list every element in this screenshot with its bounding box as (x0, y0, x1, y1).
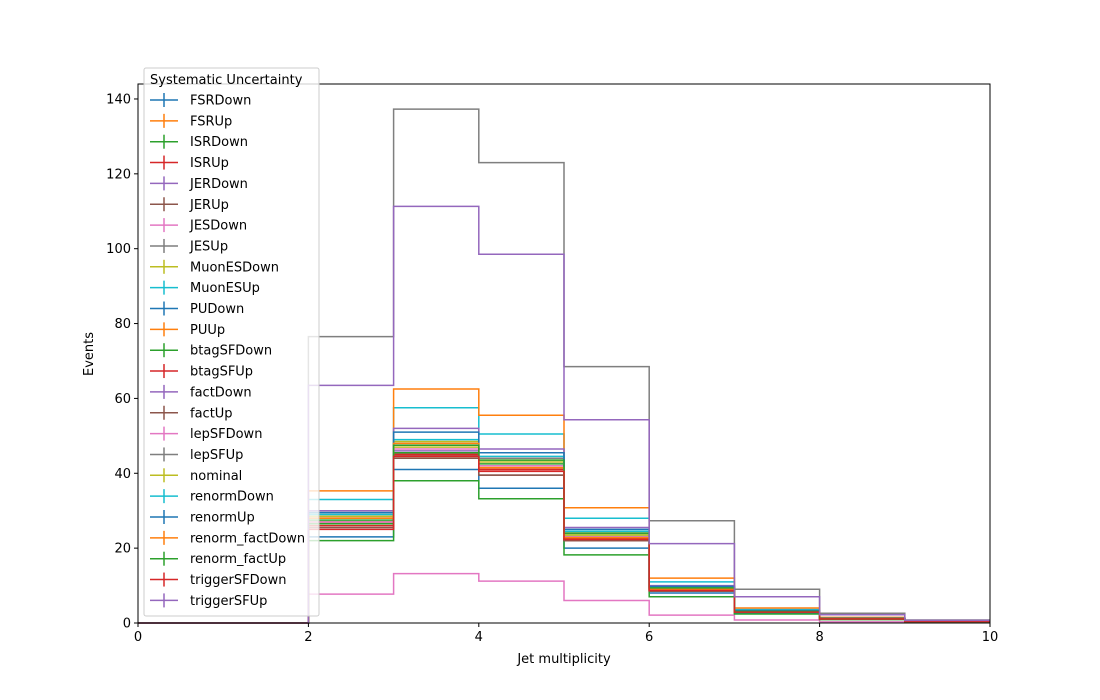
legend-label: lepSFDown (190, 427, 262, 442)
legend-entry-ISRDown: ISRDown (150, 134, 248, 150)
legend-entry-renorm_factDown: renorm_factDown (150, 530, 305, 546)
y-tick-label: 120 (106, 167, 131, 182)
x-tick-label: 6 (645, 630, 653, 645)
legend-entry-lepSFUp: lepSFUp (150, 447, 243, 463)
legend-label: triggerSFDown (190, 573, 286, 588)
legend-label: factDown (190, 385, 252, 400)
y-tick-label: 100 (106, 242, 131, 257)
legend-entry-nominal: nominal (150, 468, 242, 484)
legend-entry-renorm_factUp: renorm_factUp (150, 551, 286, 567)
legend-label: PUDown (190, 302, 244, 317)
legend-entry-ISRUp: ISRUp (150, 155, 229, 171)
legend-label: renorm_factDown (190, 531, 305, 546)
legend-entry-FSRDown: FSRDown (150, 93, 251, 109)
legend-entry-factDown: factDown (150, 384, 252, 400)
legend-entry-JESUp: JESUp (150, 238, 228, 254)
x-axis-label: Jet multiplicity (516, 652, 611, 667)
legend-entry-JERUp: JERUp (150, 197, 229, 213)
plot-frame (137, 83, 991, 624)
legend-label: btagSFUp (190, 365, 253, 380)
x-tick-label: 0 (134, 630, 142, 645)
legend-entry-triggerSFUp: triggerSFUp (150, 593, 267, 609)
legend-label: MuonESDown (190, 260, 279, 275)
legend-box (143, 67, 320, 617)
y-axis-label: Events (82, 332, 97, 376)
legend-entry-JESDown: JESDown (150, 218, 247, 234)
legend-title: Systematic Uncertainty (150, 73, 303, 88)
legend-label: JERUp (189, 198, 229, 213)
legend-label: lepSFUp (190, 448, 243, 463)
legend-entry-MuonESDown: MuonESDown (150, 259, 279, 275)
legend-label: renormUp (190, 511, 255, 526)
legend-label: ISRUp (190, 156, 229, 171)
legend-entry-lepSFDown: lepSFDown (150, 426, 262, 442)
legend-label: factUp (190, 406, 233, 421)
legend-entry-MuonESUp: MuonESUp (150, 280, 260, 296)
legend-label: triggerSFUp (190, 594, 267, 609)
legend-label: PUUp (190, 323, 225, 338)
x-tick-label: 8 (815, 630, 823, 645)
y-tick-label: 20 (114, 542, 131, 557)
y-tick-label: 0 (123, 617, 131, 632)
legend-entry-renormUp: renormUp (150, 510, 255, 526)
legend: Systematic Uncertainty FSRDown FSRUp ISRDow… (143, 67, 320, 617)
legend-entry-PUDown: PUDown (150, 301, 244, 317)
y-tick-label: 40 (114, 467, 131, 482)
x-tick-label: 2 (304, 630, 312, 645)
legend-entry-triggerSFDown: triggerSFDown (150, 572, 286, 588)
legend-entry-FSRUp: FSRUp (150, 113, 232, 129)
y-tick-label: 80 (114, 317, 131, 332)
legend-label: MuonESUp (190, 281, 260, 296)
legend-label: renorm_factUp (190, 552, 286, 567)
y-tick-label: 60 (114, 392, 131, 407)
legend-label: renormDown (190, 490, 274, 505)
legend-entry-PUUp: PUUp (150, 322, 225, 338)
x-tick-label: 4 (475, 630, 483, 645)
legend-label: JESUp (189, 239, 228, 254)
legend-entry-btagSFUp: btagSFUp (150, 364, 253, 380)
legend-label: FSRDown (190, 94, 251, 109)
legend-entry-btagSFDown: btagSFDown (150, 343, 272, 359)
legend-label: ISRDown (190, 135, 248, 150)
legend-label: JESDown (189, 219, 247, 234)
legend-entry-renormDown: renormDown (150, 489, 274, 505)
legend-label: nominal (190, 469, 242, 484)
legend-entry-JERDown: JERDown (150, 176, 248, 192)
legend-label: FSRUp (190, 114, 232, 129)
legend-label: btagSFDown (190, 344, 272, 359)
y-tick-label: 140 (106, 92, 131, 107)
legend-entry-factUp: factUp (150, 405, 233, 421)
x-tick-label: 10 (982, 630, 999, 645)
legend-label: JERDown (189, 177, 248, 192)
